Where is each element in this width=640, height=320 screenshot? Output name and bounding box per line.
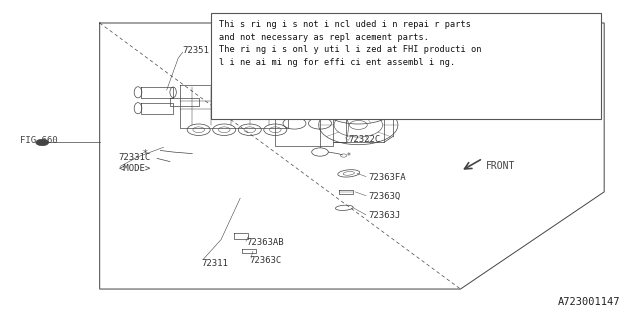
Text: 72351: 72351 (182, 45, 209, 55)
Text: *: * (143, 149, 147, 159)
Text: 72363AB: 72363AB (246, 238, 284, 247)
Text: Thi s ri ng i s not i ncl uded i n repai r parts
and not necessary as repl aceme: Thi s ri ng i s not i ncl uded i n repai… (219, 20, 481, 67)
Text: 72363Q: 72363Q (368, 192, 400, 201)
Text: A723001147: A723001147 (557, 297, 620, 307)
Text: 72311: 72311 (202, 259, 228, 268)
Text: FRONT: FRONT (486, 161, 515, 172)
Text: FIG.660: FIG.660 (20, 136, 58, 145)
Text: 72363C: 72363C (250, 256, 282, 265)
Text: 72363J: 72363J (368, 211, 400, 220)
Text: 72331B
<TEMP>: 72331B <TEMP> (314, 40, 346, 60)
Text: 72331C
<MODE>: 72331C <MODE> (119, 154, 151, 173)
Text: *: * (347, 152, 351, 161)
Text: 72363FA: 72363FA (368, 173, 406, 182)
Text: *: * (223, 28, 228, 37)
Circle shape (36, 139, 49, 146)
Text: 72322C: 72322C (349, 135, 381, 144)
Bar (211, 13, 601, 119)
